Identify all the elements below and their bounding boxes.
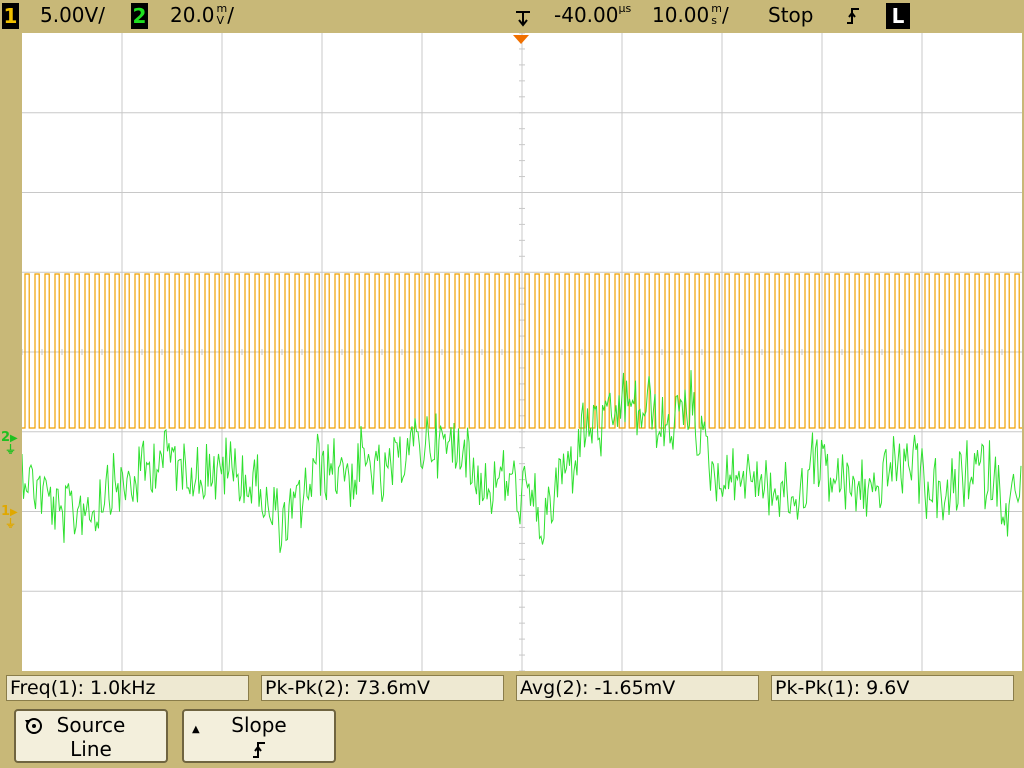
- channel-2-scale: 20.0 m V /: [170, 2, 234, 28]
- trigger-delay: -40.00µs: [554, 2, 632, 28]
- rising-edge-icon: [845, 3, 861, 30]
- channel-1-trace: [22, 273, 1022, 429]
- measurement-pkpk-ch1[interactable]: Pk-Pk(1): 9.6V: [771, 675, 1014, 701]
- trigger-mode-badge[interactable]: L: [886, 3, 910, 29]
- source-softkey-value: Line: [70, 737, 112, 761]
- trigger-delay-icon: [514, 8, 532, 28]
- channel-1-scale: 5.00V/: [40, 3, 105, 27]
- slope-softkey-label: Slope: [231, 713, 287, 737]
- channel-2-badge[interactable]: 2: [131, 3, 148, 29]
- waveform-plot: [22, 33, 1022, 671]
- source-softkey[interactable]: Source Line: [14, 709, 168, 763]
- channel-2-trace: [22, 370, 1022, 553]
- channel-1-ground-marker: 1▶ ⏚: [1, 504, 18, 530]
- slope-softkey[interactable]: ▲ Slope: [182, 709, 336, 763]
- slope-softkey-value: [184, 737, 334, 762]
- measurement-avg-ch2[interactable]: Avg(2): -1.65mV: [516, 675, 759, 701]
- status-bar: 1 5.00V/ 2 20.0 m V / -40.00µs 10.00 m s / Sto…: [0, 0, 1024, 32]
- channel-2-ground-marker: 2▶ ⏚: [1, 430, 18, 456]
- source-softkey-label: Source: [56, 713, 126, 737]
- run-state[interactable]: Stop: [768, 3, 814, 27]
- timebase-scale: 10.00 m s /: [652, 2, 729, 28]
- trigger-position-marker: [513, 30, 529, 44]
- rotate-knob-icon: [24, 717, 44, 739]
- measurement-pkpk-ch2[interactable]: Pk-Pk(2): 73.6mV: [261, 675, 504, 701]
- measurement-bar: Freq(1): 1.0kHz Pk-Pk(2): 73.6mV Avg(2):…: [0, 671, 1024, 707]
- triangle-up-icon: ▲: [192, 724, 200, 735]
- waveform-display: [22, 33, 1022, 671]
- rising-edge-icon: [253, 742, 265, 758]
- measurement-freq-ch1[interactable]: Freq(1): 1.0kHz: [6, 675, 249, 701]
- channel-1-badge[interactable]: 1: [2, 3, 19, 29]
